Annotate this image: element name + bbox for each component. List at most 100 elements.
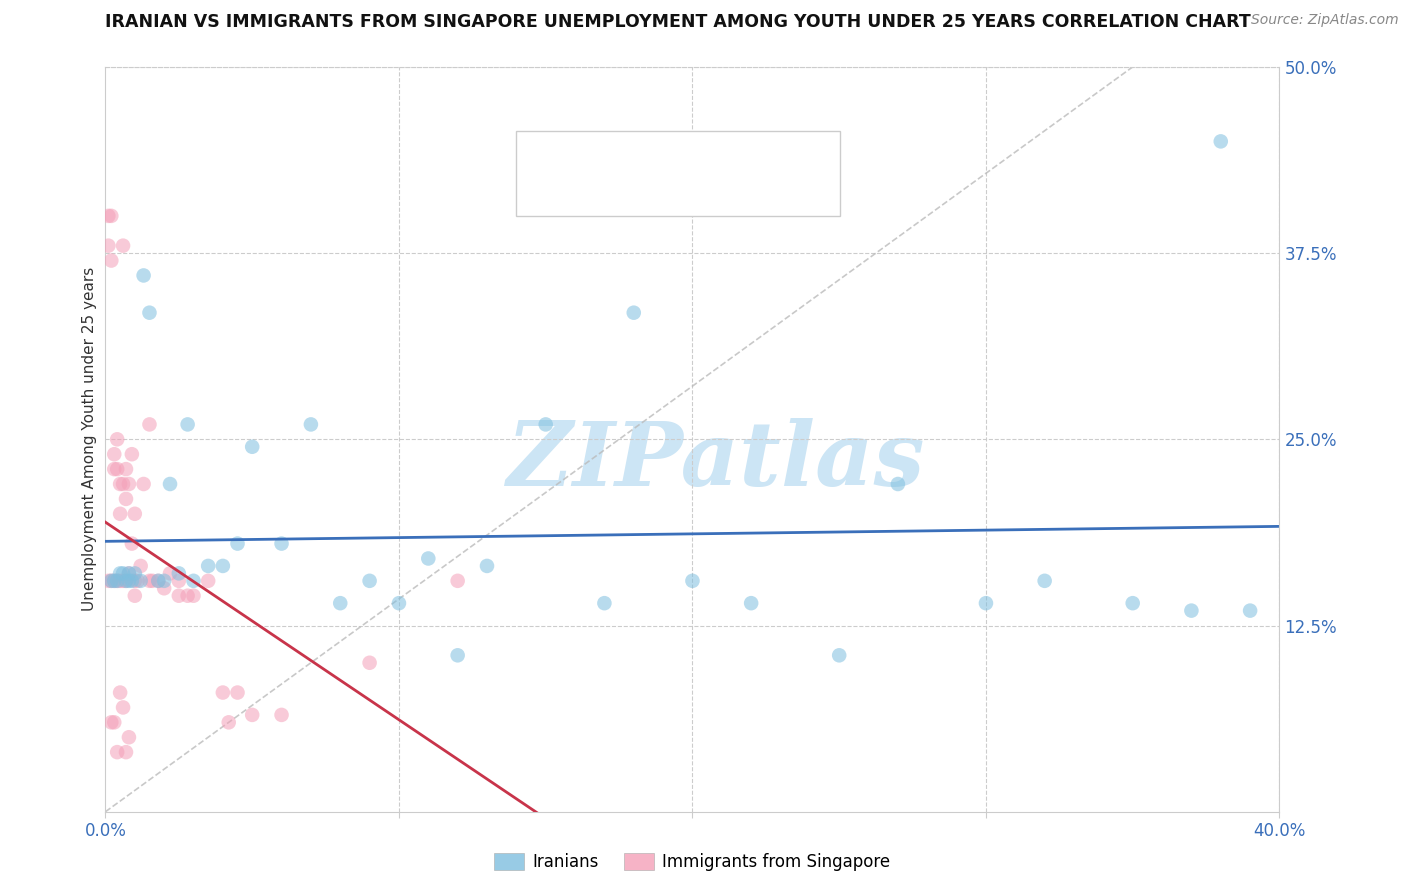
Point <box>226 685 249 699</box>
Point <box>105 745 128 759</box>
Point <box>218 715 240 730</box>
Point <box>1239 604 1261 618</box>
Point <box>167 574 190 588</box>
Point <box>121 574 143 588</box>
Point <box>97 574 120 588</box>
Point <box>108 566 131 581</box>
Point <box>475 558 498 573</box>
Point <box>118 566 141 581</box>
Point <box>740 596 762 610</box>
Text: IRANIAN VS IMMIGRANTS FROM SINGAPORE UNEMPLOYMENT AMONG YOUTH UNDER 25 YEARS COR: IRANIAN VS IMMIGRANTS FROM SINGAPORE UNE… <box>105 13 1251 31</box>
Point <box>183 574 205 588</box>
Point <box>124 589 146 603</box>
Text: R = 0.402   N = 56: R = 0.402 N = 56 <box>565 180 765 199</box>
Point <box>124 574 146 588</box>
Point <box>108 574 131 588</box>
Point <box>1180 604 1202 618</box>
Point <box>103 462 125 476</box>
Point <box>138 417 160 432</box>
Point <box>153 582 176 596</box>
Point <box>148 574 170 588</box>
Point <box>105 574 128 588</box>
Point <box>1122 596 1144 610</box>
FancyBboxPatch shape <box>516 131 839 216</box>
Point <box>129 558 152 573</box>
Point <box>118 477 141 491</box>
Point <box>118 730 141 744</box>
Point <box>359 656 381 670</box>
Point <box>974 596 997 610</box>
Point <box>112 700 135 714</box>
Point <box>115 745 138 759</box>
Point <box>124 566 146 581</box>
Point <box>103 715 125 730</box>
Point <box>176 589 198 603</box>
Point <box>127 574 149 588</box>
Text: Source: ZipAtlas.com: Source: ZipAtlas.com <box>1251 13 1399 28</box>
Point <box>100 574 122 588</box>
Point <box>105 462 128 476</box>
Point <box>132 477 155 491</box>
Point <box>100 715 122 730</box>
Point <box>141 574 163 588</box>
FancyBboxPatch shape <box>526 176 555 206</box>
Point <box>1209 135 1232 149</box>
Point <box>197 558 219 573</box>
Point <box>118 574 141 588</box>
Point <box>176 417 198 432</box>
Point <box>226 536 249 550</box>
Point <box>138 574 160 588</box>
Point <box>167 589 190 603</box>
Point <box>682 574 704 588</box>
Point <box>388 596 411 610</box>
Point <box>112 574 135 588</box>
Point <box>103 574 125 588</box>
Point <box>112 477 135 491</box>
FancyBboxPatch shape <box>526 138 555 168</box>
Point <box>112 238 135 252</box>
Point <box>534 417 557 432</box>
Point <box>118 566 141 581</box>
Point <box>115 574 138 588</box>
Point <box>103 447 125 461</box>
Point <box>97 209 120 223</box>
Point <box>129 574 152 588</box>
Point <box>105 574 128 588</box>
Point <box>108 685 131 699</box>
Point <box>299 417 322 432</box>
Text: ZIPatlas: ZIPatlas <box>508 418 925 505</box>
Point <box>115 574 138 588</box>
Point <box>240 440 263 454</box>
Point <box>211 685 233 699</box>
Y-axis label: Unemployment Among Youth under 25 years: Unemployment Among Youth under 25 years <box>82 268 97 611</box>
Point <box>115 491 138 506</box>
Point <box>138 306 160 320</box>
Point <box>100 574 122 588</box>
Point <box>103 574 125 588</box>
Point <box>183 589 205 603</box>
Point <box>153 574 176 588</box>
Point <box>132 268 155 283</box>
Point <box>121 447 143 461</box>
Point <box>418 551 440 566</box>
Point <box>593 596 616 610</box>
Point <box>148 574 170 588</box>
Point <box>623 306 645 320</box>
Point <box>100 209 122 223</box>
Point <box>211 558 233 573</box>
Point <box>887 477 910 491</box>
Point <box>828 648 851 663</box>
Point <box>270 536 292 550</box>
Point <box>115 462 138 476</box>
Point <box>159 477 181 491</box>
Point <box>359 574 381 588</box>
Point <box>446 648 468 663</box>
Point <box>108 477 131 491</box>
Point <box>329 596 352 610</box>
Point <box>121 536 143 550</box>
Point <box>124 507 146 521</box>
Legend: Iranians, Immigrants from Singapore: Iranians, Immigrants from Singapore <box>488 847 897 878</box>
Point <box>100 253 122 268</box>
Point <box>1033 574 1056 588</box>
Point <box>108 507 131 521</box>
